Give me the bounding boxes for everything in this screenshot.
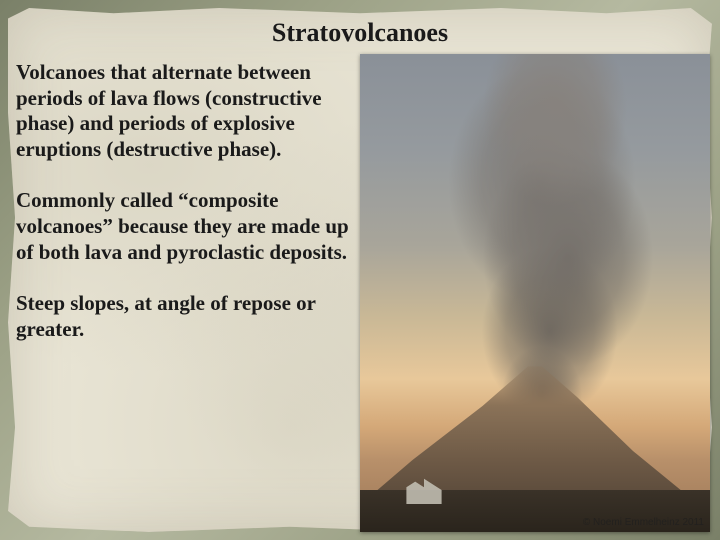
text-column: Volcanoes that alternate between periods… — [16, 60, 356, 368]
volcano-photo: © Noemi Emmelheinz 2011 — [360, 54, 710, 532]
slide-title: Stratovolcanoes — [0, 18, 720, 48]
paragraph-3: Steep slopes, at angle of repose or grea… — [16, 291, 356, 342]
photo-credit: © Noemi Emmelheinz 2011 — [583, 517, 704, 528]
paragraph-2: Commonly called “composite volcanoes” be… — [16, 188, 356, 265]
paragraph-1: Volcanoes that alternate between periods… — [16, 60, 356, 162]
ash-plume — [425, 54, 685, 424]
